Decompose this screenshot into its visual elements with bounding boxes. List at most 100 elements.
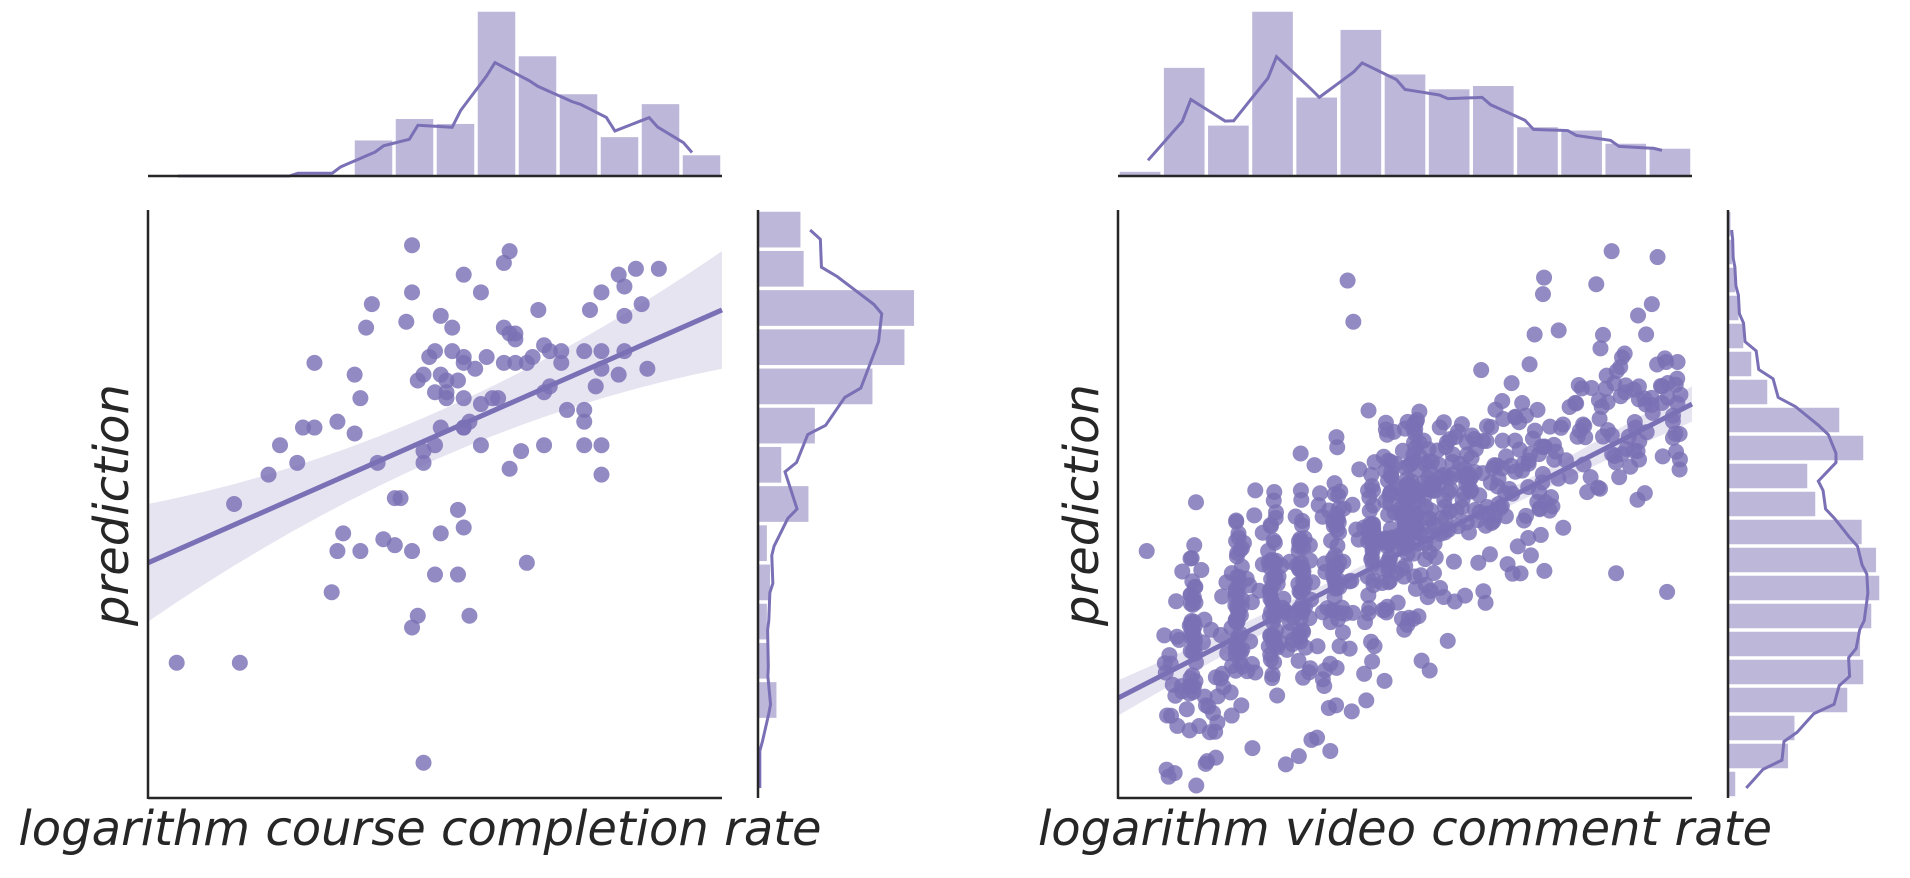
scatter-point bbox=[593, 343, 610, 360]
scatter-point bbox=[1243, 594, 1260, 611]
scatter-point bbox=[541, 343, 558, 360]
scatter-point bbox=[1293, 491, 1310, 508]
scatter-point bbox=[1522, 547, 1539, 564]
scatter-point bbox=[576, 343, 593, 360]
scatter-point bbox=[1446, 593, 1463, 610]
histogram-bar bbox=[757, 484, 810, 524]
scatter-point bbox=[455, 390, 472, 407]
scatter-point bbox=[1304, 574, 1321, 591]
scatter-point bbox=[1562, 468, 1579, 485]
scatter-point bbox=[1363, 466, 1380, 483]
scatter-point bbox=[1470, 554, 1487, 571]
scatter-point bbox=[1401, 609, 1418, 626]
histogram-bar bbox=[1339, 28, 1383, 177]
scatter-point bbox=[1188, 777, 1205, 794]
scatter-point bbox=[1297, 639, 1314, 656]
histogram-bar bbox=[757, 367, 874, 406]
scatter-point bbox=[507, 354, 524, 371]
scatter-point bbox=[404, 237, 421, 254]
scatter-point bbox=[1185, 678, 1202, 695]
left-y-axis-label: prediction bbox=[84, 384, 140, 627]
histogram-bar bbox=[1250, 10, 1295, 177]
right-marginal-x-histogram bbox=[1118, 10, 1692, 178]
scatter-point bbox=[294, 419, 311, 436]
scatter-point bbox=[1442, 481, 1459, 498]
scatter-point bbox=[1284, 632, 1301, 649]
scatter-point bbox=[1214, 588, 1231, 605]
scatter-point bbox=[1518, 507, 1535, 524]
scatter-point bbox=[1306, 457, 1323, 474]
histogram-bar bbox=[1727, 602, 1873, 630]
scatter-point bbox=[1671, 461, 1688, 478]
scatter-point bbox=[1659, 583, 1676, 600]
scatter-point bbox=[1603, 243, 1620, 260]
scatter-point bbox=[1612, 388, 1629, 405]
scatter-point bbox=[1425, 565, 1442, 582]
scatter-point bbox=[1322, 614, 1339, 631]
scatter-point bbox=[1291, 583, 1308, 600]
histogram-bar bbox=[1648, 147, 1692, 177]
scatter-point bbox=[1449, 423, 1466, 440]
scatter-point bbox=[398, 313, 415, 330]
scatter-point bbox=[1191, 717, 1208, 734]
scatter-point bbox=[1536, 562, 1553, 579]
scatter-point bbox=[1138, 543, 1155, 560]
scatter-point bbox=[472, 437, 489, 454]
scatter-point bbox=[404, 619, 421, 636]
scatter-point bbox=[1247, 664, 1264, 681]
scatter-point bbox=[610, 366, 627, 383]
scatter-point bbox=[1301, 610, 1318, 627]
scatter-point bbox=[1267, 510, 1284, 527]
histogram-bar bbox=[394, 117, 435, 177]
scatter-point bbox=[1328, 429, 1345, 446]
scatter-point bbox=[260, 466, 277, 483]
scatter-point bbox=[1168, 628, 1185, 645]
scatter-point bbox=[1407, 425, 1424, 442]
left-scatter-plot bbox=[146, 210, 724, 800]
histogram-bar bbox=[757, 445, 783, 485]
scatter-point bbox=[616, 278, 633, 295]
histogram-bar bbox=[757, 249, 806, 289]
scatter-point bbox=[1302, 660, 1319, 677]
scatter-point bbox=[1507, 432, 1524, 449]
scatter-point bbox=[1290, 748, 1307, 765]
histogram-bar bbox=[1515, 125, 1560, 177]
histogram-bar bbox=[1727, 714, 1796, 742]
scatter-point bbox=[1356, 614, 1373, 631]
scatter-point bbox=[627, 260, 644, 277]
histogram-bar bbox=[558, 92, 599, 177]
scatter-point bbox=[1332, 483, 1349, 500]
scatter-point bbox=[587, 378, 604, 395]
scatter-point bbox=[323, 584, 340, 601]
scatter-point bbox=[1669, 370, 1686, 387]
histogram-bar bbox=[1727, 686, 1849, 714]
histogram-bar bbox=[1727, 546, 1878, 574]
scatter-point bbox=[1241, 577, 1258, 594]
histogram-bar bbox=[1427, 87, 1471, 177]
scatter-point bbox=[1385, 423, 1402, 440]
scatter-point bbox=[1608, 362, 1625, 379]
scatter-point bbox=[1495, 410, 1512, 427]
scatter-point bbox=[1356, 665, 1373, 682]
scatter-point bbox=[1671, 425, 1688, 442]
scatter-point bbox=[1205, 704, 1222, 721]
scatter-point bbox=[1643, 396, 1660, 413]
scatter-point bbox=[1334, 624, 1351, 641]
scatter-point bbox=[1363, 633, 1380, 650]
scatter-point bbox=[1494, 432, 1511, 449]
scatter-point bbox=[576, 437, 593, 454]
scatter-point bbox=[1514, 395, 1531, 412]
scatter-point bbox=[1638, 326, 1655, 343]
scatter-point bbox=[1507, 409, 1524, 426]
scatter-point bbox=[576, 413, 593, 430]
scatter-point bbox=[1265, 492, 1282, 509]
histogram-bar bbox=[517, 54, 558, 177]
scatter-point bbox=[1597, 380, 1614, 397]
scatter-point bbox=[272, 437, 289, 454]
scatter-point bbox=[518, 554, 535, 571]
scatter-point bbox=[1331, 638, 1348, 655]
scatter-point bbox=[1376, 672, 1393, 689]
scatter-point bbox=[1223, 707, 1240, 724]
scatter-point bbox=[1344, 496, 1361, 513]
